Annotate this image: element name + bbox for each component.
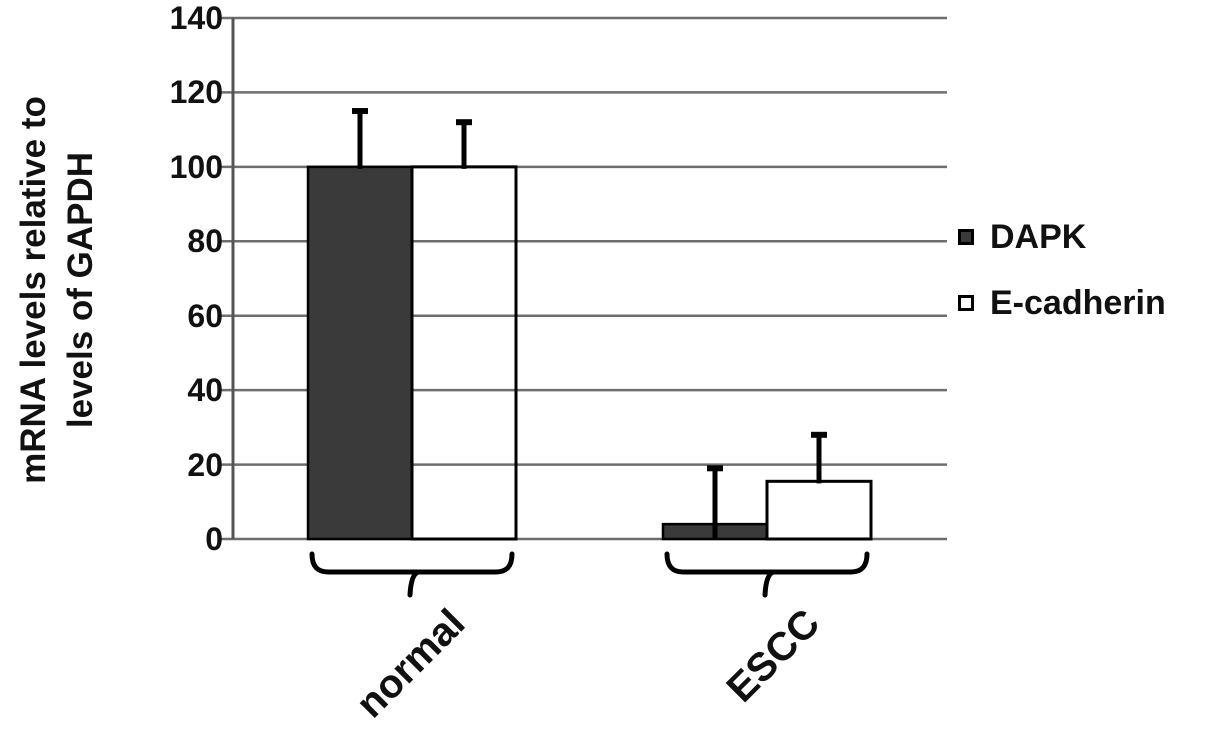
legend-label-dapk: DAPK [990,217,1087,256]
y-tick-label: 120 [169,74,223,111]
y-tick-label: 60 [187,297,223,334]
legend-item-dapk: DAPK [958,218,1166,256]
group-bracket-escc [664,551,870,598]
y-tick-label: 80 [187,223,223,260]
legend-item-e-cadherin: E-cadherin [958,284,1166,322]
legend: DAPK E-cadherin [958,218,1166,350]
legend-swatch-e-cadherin [958,295,974,311]
y-tick-label: 100 [169,148,223,185]
y-tick-label: 40 [187,372,223,409]
y-axis-title-line2: levels of GAPDH [61,151,100,429]
y-tick-label: 140 [169,0,223,36]
y-tick-label: 0 [205,521,223,557]
legend-label-e-cadherin: E-cadherin [990,283,1166,322]
bar-dapk-normal [306,165,414,541]
bar-e-cadherin-escc [765,479,873,541]
y-tick-label: 20 [187,446,223,483]
bar-e-cadherin-normal [410,165,518,541]
y-axis-title-line1: mRNA levels relative to [14,96,53,484]
legend-swatch-dapk [958,229,974,245]
group-bracket-normal [309,551,515,598]
y-axis-title: mRNA levels relative to levels of GAPDH [10,10,106,570]
